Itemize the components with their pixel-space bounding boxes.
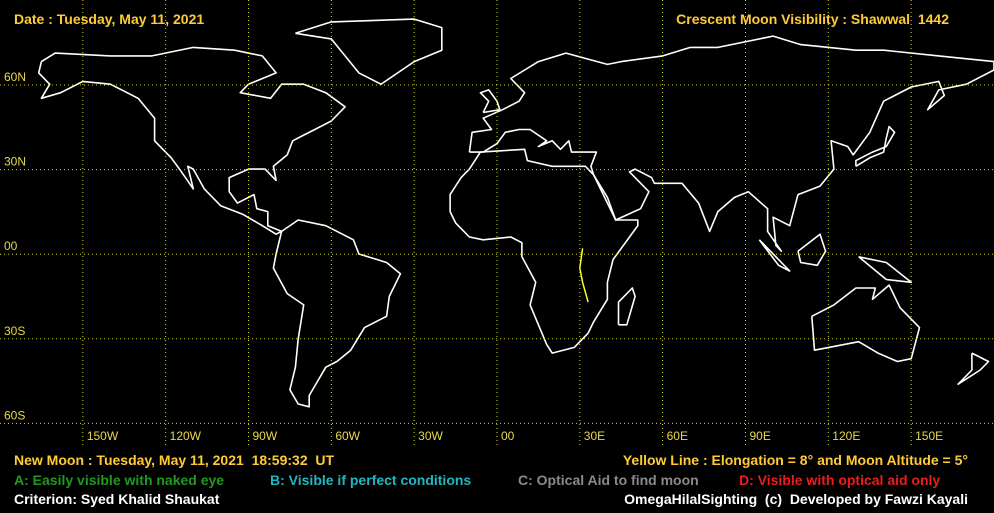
longitude-label: 120E	[832, 429, 860, 443]
longitude-label: 90E	[749, 429, 770, 443]
coastline	[449, 148, 639, 354]
longitude-label: 60W	[335, 429, 360, 443]
coastline	[811, 284, 921, 363]
legend-c: C: Optical Aid to find moon	[518, 472, 699, 488]
latitude-label: 30N	[4, 155, 26, 169]
new-moon-text: New Moon : Tuesday, May 11, 2021 18:59:3…	[14, 452, 334, 468]
longitude-label: 90W	[252, 429, 277, 443]
map-title: Crescent Moon Visibility : Shawwal 1442	[676, 11, 949, 27]
longitude-label: 150W	[87, 429, 119, 443]
legend-b: B: Visible if perfect conditions	[270, 472, 471, 488]
legend-d: D: Visible with optical aid only	[739, 472, 940, 488]
yellow-line-text: Yellow Line : Elongation = 8° and Moon A…	[623, 452, 968, 468]
coastline	[858, 256, 913, 284]
longitude-label: 30W	[418, 429, 443, 443]
coastline	[37, 46, 346, 235]
criterion-text: Criterion: Syed Khalid Shaukat	[14, 491, 220, 507]
visibility-curve	[579, 248, 589, 303]
longitude-label: 60E	[667, 429, 688, 443]
coastline	[295, 18, 443, 85]
coastline	[468, 35, 994, 252]
longitude-label: 00	[501, 429, 515, 443]
continents	[37, 18, 994, 408]
longitude-label: 150E	[915, 429, 943, 443]
latitude-label: 60N	[4, 70, 26, 84]
coastline	[855, 125, 896, 167]
latitude-label: 60S	[4, 408, 25, 422]
latitude-label: 30S	[4, 324, 25, 338]
coastline	[797, 233, 827, 267]
coastline	[957, 352, 990, 386]
longitude-label: 120W	[170, 429, 202, 443]
coastline	[479, 89, 501, 114]
coastline	[272, 219, 402, 408]
grid: 60N 30N 00 30S 60S 150W 120W 90W 60W 30W 00 30E 60E 9…	[0, 0, 994, 445]
legend-a: A: Easily visible with naked eye	[14, 472, 224, 488]
longitude-label: 30E	[584, 429, 605, 443]
credit-text: OmegaHilalSighting (c) Developed by Fawz…	[624, 491, 968, 507]
coastline	[758, 239, 791, 272]
date-text: Date : Tuesday, May 11, 2021	[14, 11, 204, 27]
coastline	[617, 287, 636, 326]
latitude-label: 00	[4, 239, 18, 253]
